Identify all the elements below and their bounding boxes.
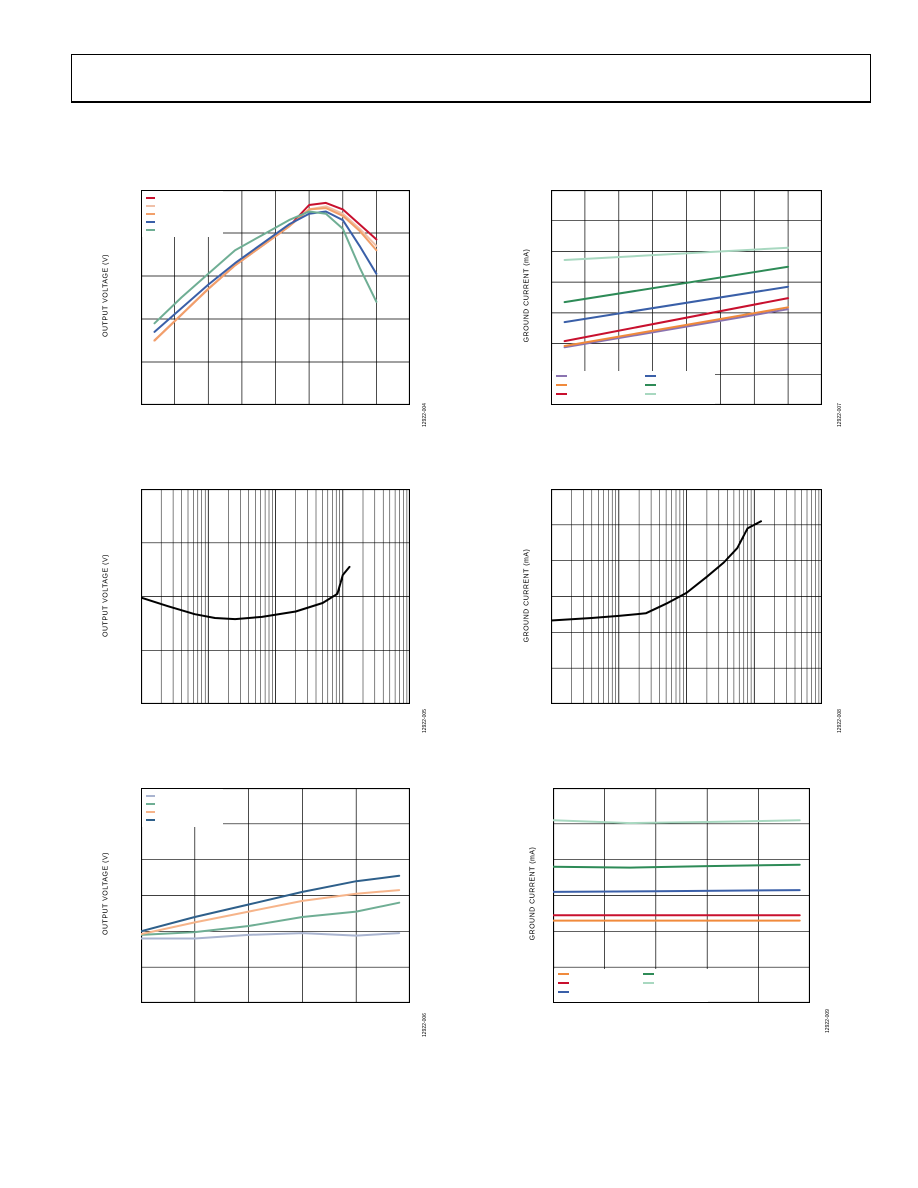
chart-6-series-5-line [552, 819, 801, 825]
chart-5-frame [140, 787, 411, 1004]
chart-1-y-axis-label: OUTPUT VOLTAGE (V) [102, 254, 110, 337]
chart-3-figure-id: 12922-005 [422, 709, 428, 733]
chart-2-series-1-line [563, 308, 790, 349]
chart-3-series-1-line [140, 565, 351, 621]
chart-2-series-6-line [563, 246, 790, 261]
chart-2-frame [550, 189, 823, 406]
chart-plot-6 [552, 787, 811, 1004]
chart-panel-3 [140, 488, 411, 705]
chart-2-figure-id: 12922-007 [837, 403, 843, 427]
chart-5-series-3-line [140, 889, 401, 936]
chart-6-series-4-line [552, 863, 801, 869]
page-header-box [71, 54, 871, 103]
chart-5-y-axis-label: OUTPUT VOLTAGE (V) [102, 852, 110, 935]
legend-box [552, 371, 715, 404]
chart-3-frame [140, 488, 411, 705]
chart-3-grid [141, 489, 410, 704]
chart-4-frame [550, 488, 823, 705]
chart-plot-2 [550, 189, 823, 406]
chart-2-series-4-line [563, 285, 790, 324]
chart-2-legend [552, 371, 715, 404]
chart-5-series-2-line [140, 901, 401, 936]
chart-5-figure-id: 12922-006 [422, 1013, 428, 1037]
chart-4-y-axis-label: GROUND CURRENT (mA) [523, 548, 531, 643]
chart-1-series-4-line [153, 210, 378, 333]
chart-panel-1 [140, 189, 411, 406]
chart-1-frame [140, 189, 411, 406]
legend-box [142, 191, 223, 237]
chart-plot-1 [140, 189, 411, 406]
chart-6-legend [554, 969, 708, 1002]
chart-6-y-axis-label: GROUND CURRENT (mA) [529, 846, 537, 941]
chart-panel-4 [550, 488, 823, 705]
chart-1-legend [142, 191, 223, 237]
chart-6-grid [553, 788, 810, 1003]
chart-4-series-1-line [550, 520, 762, 622]
chart-1-figure-id: 12922-004 [422, 403, 428, 427]
chart-5-series-1-line [140, 932, 401, 940]
legend-box [142, 789, 223, 827]
chart-panel-5 [140, 787, 411, 1004]
chart-plot-3 [140, 488, 411, 705]
chart-6-figure-id: 12922-009 [825, 1009, 831, 1033]
chart-2-series-5-line [563, 265, 790, 304]
chart-5-series-4-line [140, 874, 401, 933]
chart-2-y-axis-label: GROUND CURRENT (mA) [523, 248, 531, 343]
chart-6-series-3-line [552, 889, 801, 893]
chart-4-figure-id: 12922-008 [837, 709, 843, 733]
chart-plot-4 [550, 488, 823, 705]
chart-4-grid [551, 489, 822, 704]
chart-2-series-3-line [563, 297, 790, 343]
chart-6-frame [552, 787, 811, 1004]
legend-box [554, 969, 708, 1002]
chart-plot-5 [140, 787, 411, 1004]
chart-1-series-3-line [153, 207, 378, 342]
chart-5-legend [142, 789, 223, 827]
chart-1-series-5-line [153, 210, 378, 325]
chart-2-series-2-line [563, 306, 790, 347]
chart-panel-2 [550, 189, 823, 406]
chart-panel-6 [552, 787, 811, 1004]
chart-3-y-axis-label: OUTPUT VOLTAGE (V) [102, 554, 110, 637]
